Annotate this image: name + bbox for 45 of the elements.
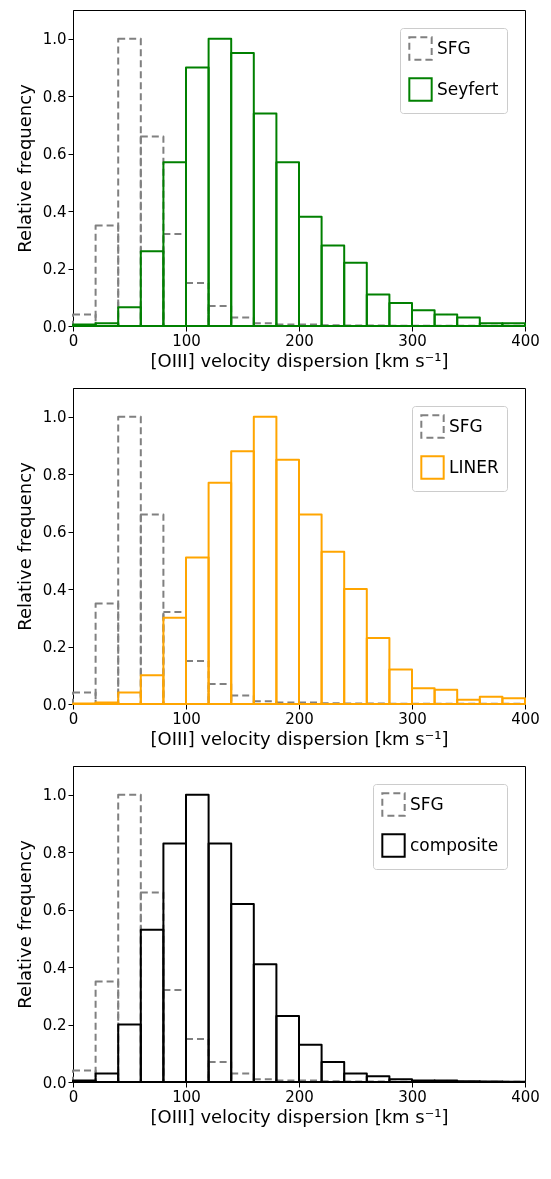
x-axis-title: [OIII] velocity dispersion [km s⁻¹]: [150, 349, 449, 371]
x-tick-label: 300: [398, 709, 427, 728]
x-tick-label: 300: [398, 331, 427, 350]
x-tick-label: 0: [68, 331, 79, 350]
legend-label: composite: [410, 834, 499, 855]
y-tick-label: 0.8: [42, 843, 67, 862]
legend-label: LINER: [449, 456, 499, 477]
legend-label: SFG: [410, 793, 444, 814]
y-tick-label: 0.4: [42, 958, 67, 977]
y-tick-label: 0.2: [42, 260, 67, 279]
y-tick-label: 0.2: [42, 1016, 67, 1035]
y-axis-title: Relative frequency: [13, 839, 35, 1009]
x-tick-label: 100: [172, 709, 201, 728]
y-tick-label: 0.6: [42, 901, 67, 920]
x-tick-label: 0: [68, 709, 79, 728]
x-tick-label: 200: [285, 1087, 314, 1106]
x-tick-label: 100: [172, 331, 201, 350]
x-tick-label: 400: [511, 709, 540, 728]
y-tick-label: 0.4: [42, 202, 67, 221]
y-tick-label: 0.8: [42, 465, 67, 484]
legend-label: SFG: [449, 415, 483, 436]
x-tick-label: 400: [511, 331, 540, 350]
x-tick-label: 300: [398, 1087, 427, 1106]
y-tick-label: 0.8: [42, 87, 67, 106]
legend-label: SFG: [437, 37, 471, 58]
x-tick-label: 0: [68, 1087, 79, 1106]
y-tick-label: 0.6: [42, 523, 67, 542]
y-tick-label: 0.4: [42, 580, 67, 599]
y-tick-label: 0.0: [42, 317, 67, 336]
y-tick-label: 0.2: [42, 638, 67, 657]
y-tick-label: 0.0: [42, 1073, 67, 1092]
x-tick-label: 200: [285, 331, 314, 350]
x-axis-title: [OIII] velocity dispersion [km s⁻¹]: [150, 727, 449, 749]
x-tick-label: 200: [285, 709, 314, 728]
y-axis-title: Relative frequency: [13, 83, 35, 253]
y-tick-label: 0.0: [42, 695, 67, 714]
y-axis-title: Relative frequency: [13, 461, 35, 631]
x-tick-label: 400: [511, 1087, 540, 1106]
y-tick-label: 1.0: [42, 30, 67, 49]
x-axis-title: [OIII] velocity dispersion [km s⁻¹]: [150, 1105, 449, 1127]
y-tick-label: 1.0: [42, 408, 67, 427]
legend-label: Seyfert: [437, 78, 499, 99]
y-tick-label: 1.0: [42, 786, 67, 805]
x-tick-label: 100: [172, 1087, 201, 1106]
y-tick-label: 0.6: [42, 145, 67, 164]
